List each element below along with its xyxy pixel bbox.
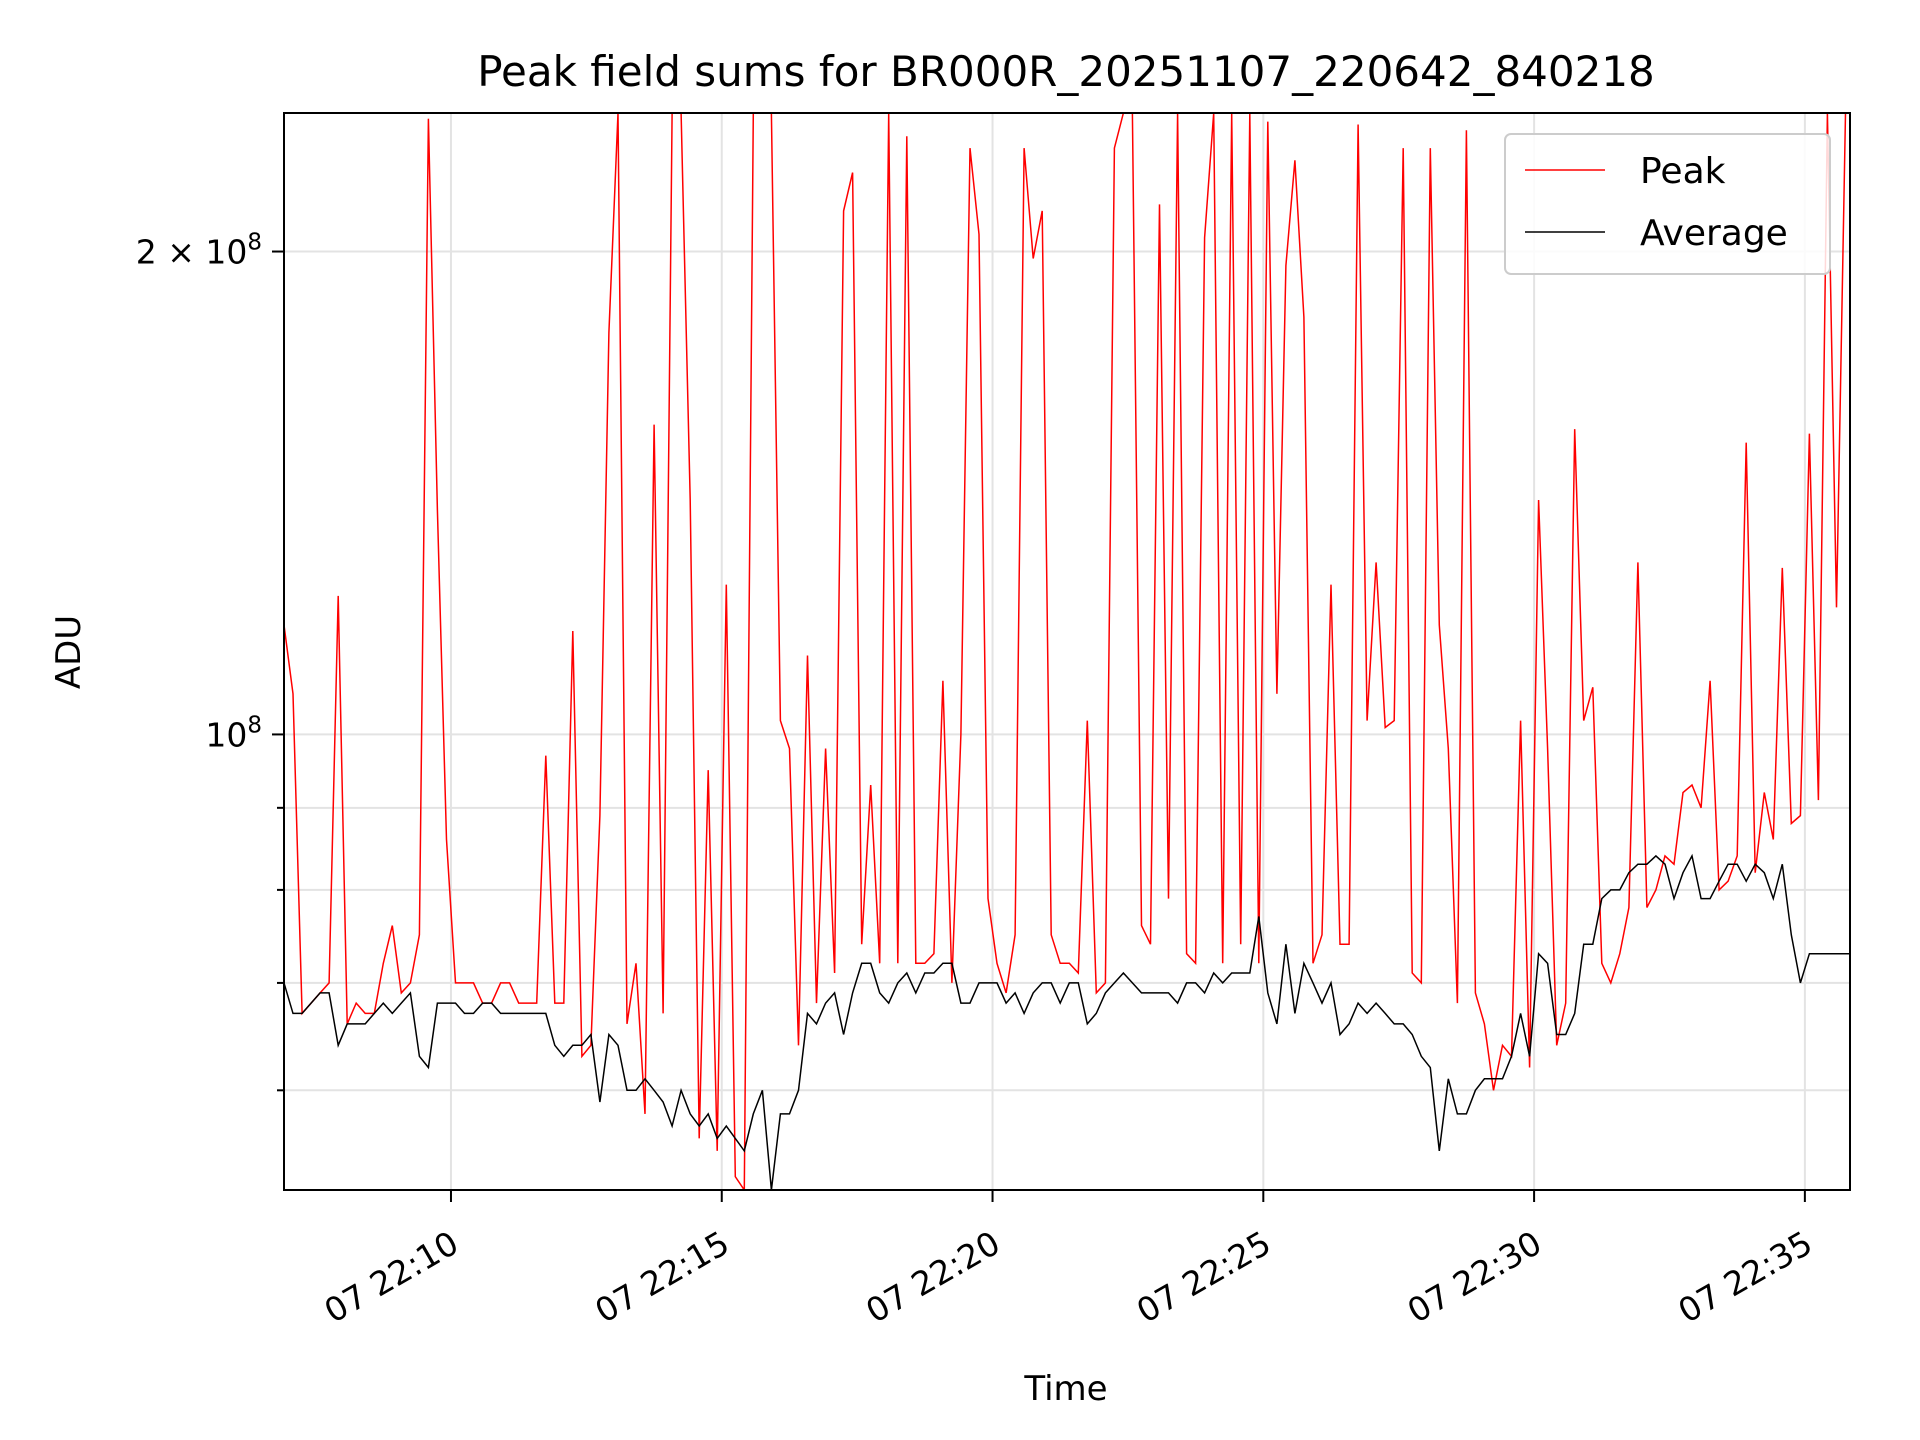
series-line-average (284, 853, 1850, 1190)
series-line-peak (284, 113, 1847, 1190)
y-axis-ticks: 108 2 × 108 (136, 230, 284, 1092)
y-tick-label: 108 (205, 712, 262, 754)
legend-label-average: Average (1640, 213, 1788, 254)
legend-label-peak: Peak (1640, 151, 1726, 192)
legend-box (1504, 133, 1831, 275)
data-series (284, 113, 1850, 1190)
legend: Peak Average (1504, 133, 1831, 275)
grid-lines (284, 113, 1850, 1190)
x-axis-label: Time (1023, 1369, 1107, 1409)
plot-area-frame (283, 112, 1851, 1191)
y-tick-label: 2 × 108 (136, 230, 262, 272)
chart-title: Peak field sums for BR000R_20251107_2206… (477, 47, 1655, 96)
y-axis-label: ADU (49, 615, 89, 689)
